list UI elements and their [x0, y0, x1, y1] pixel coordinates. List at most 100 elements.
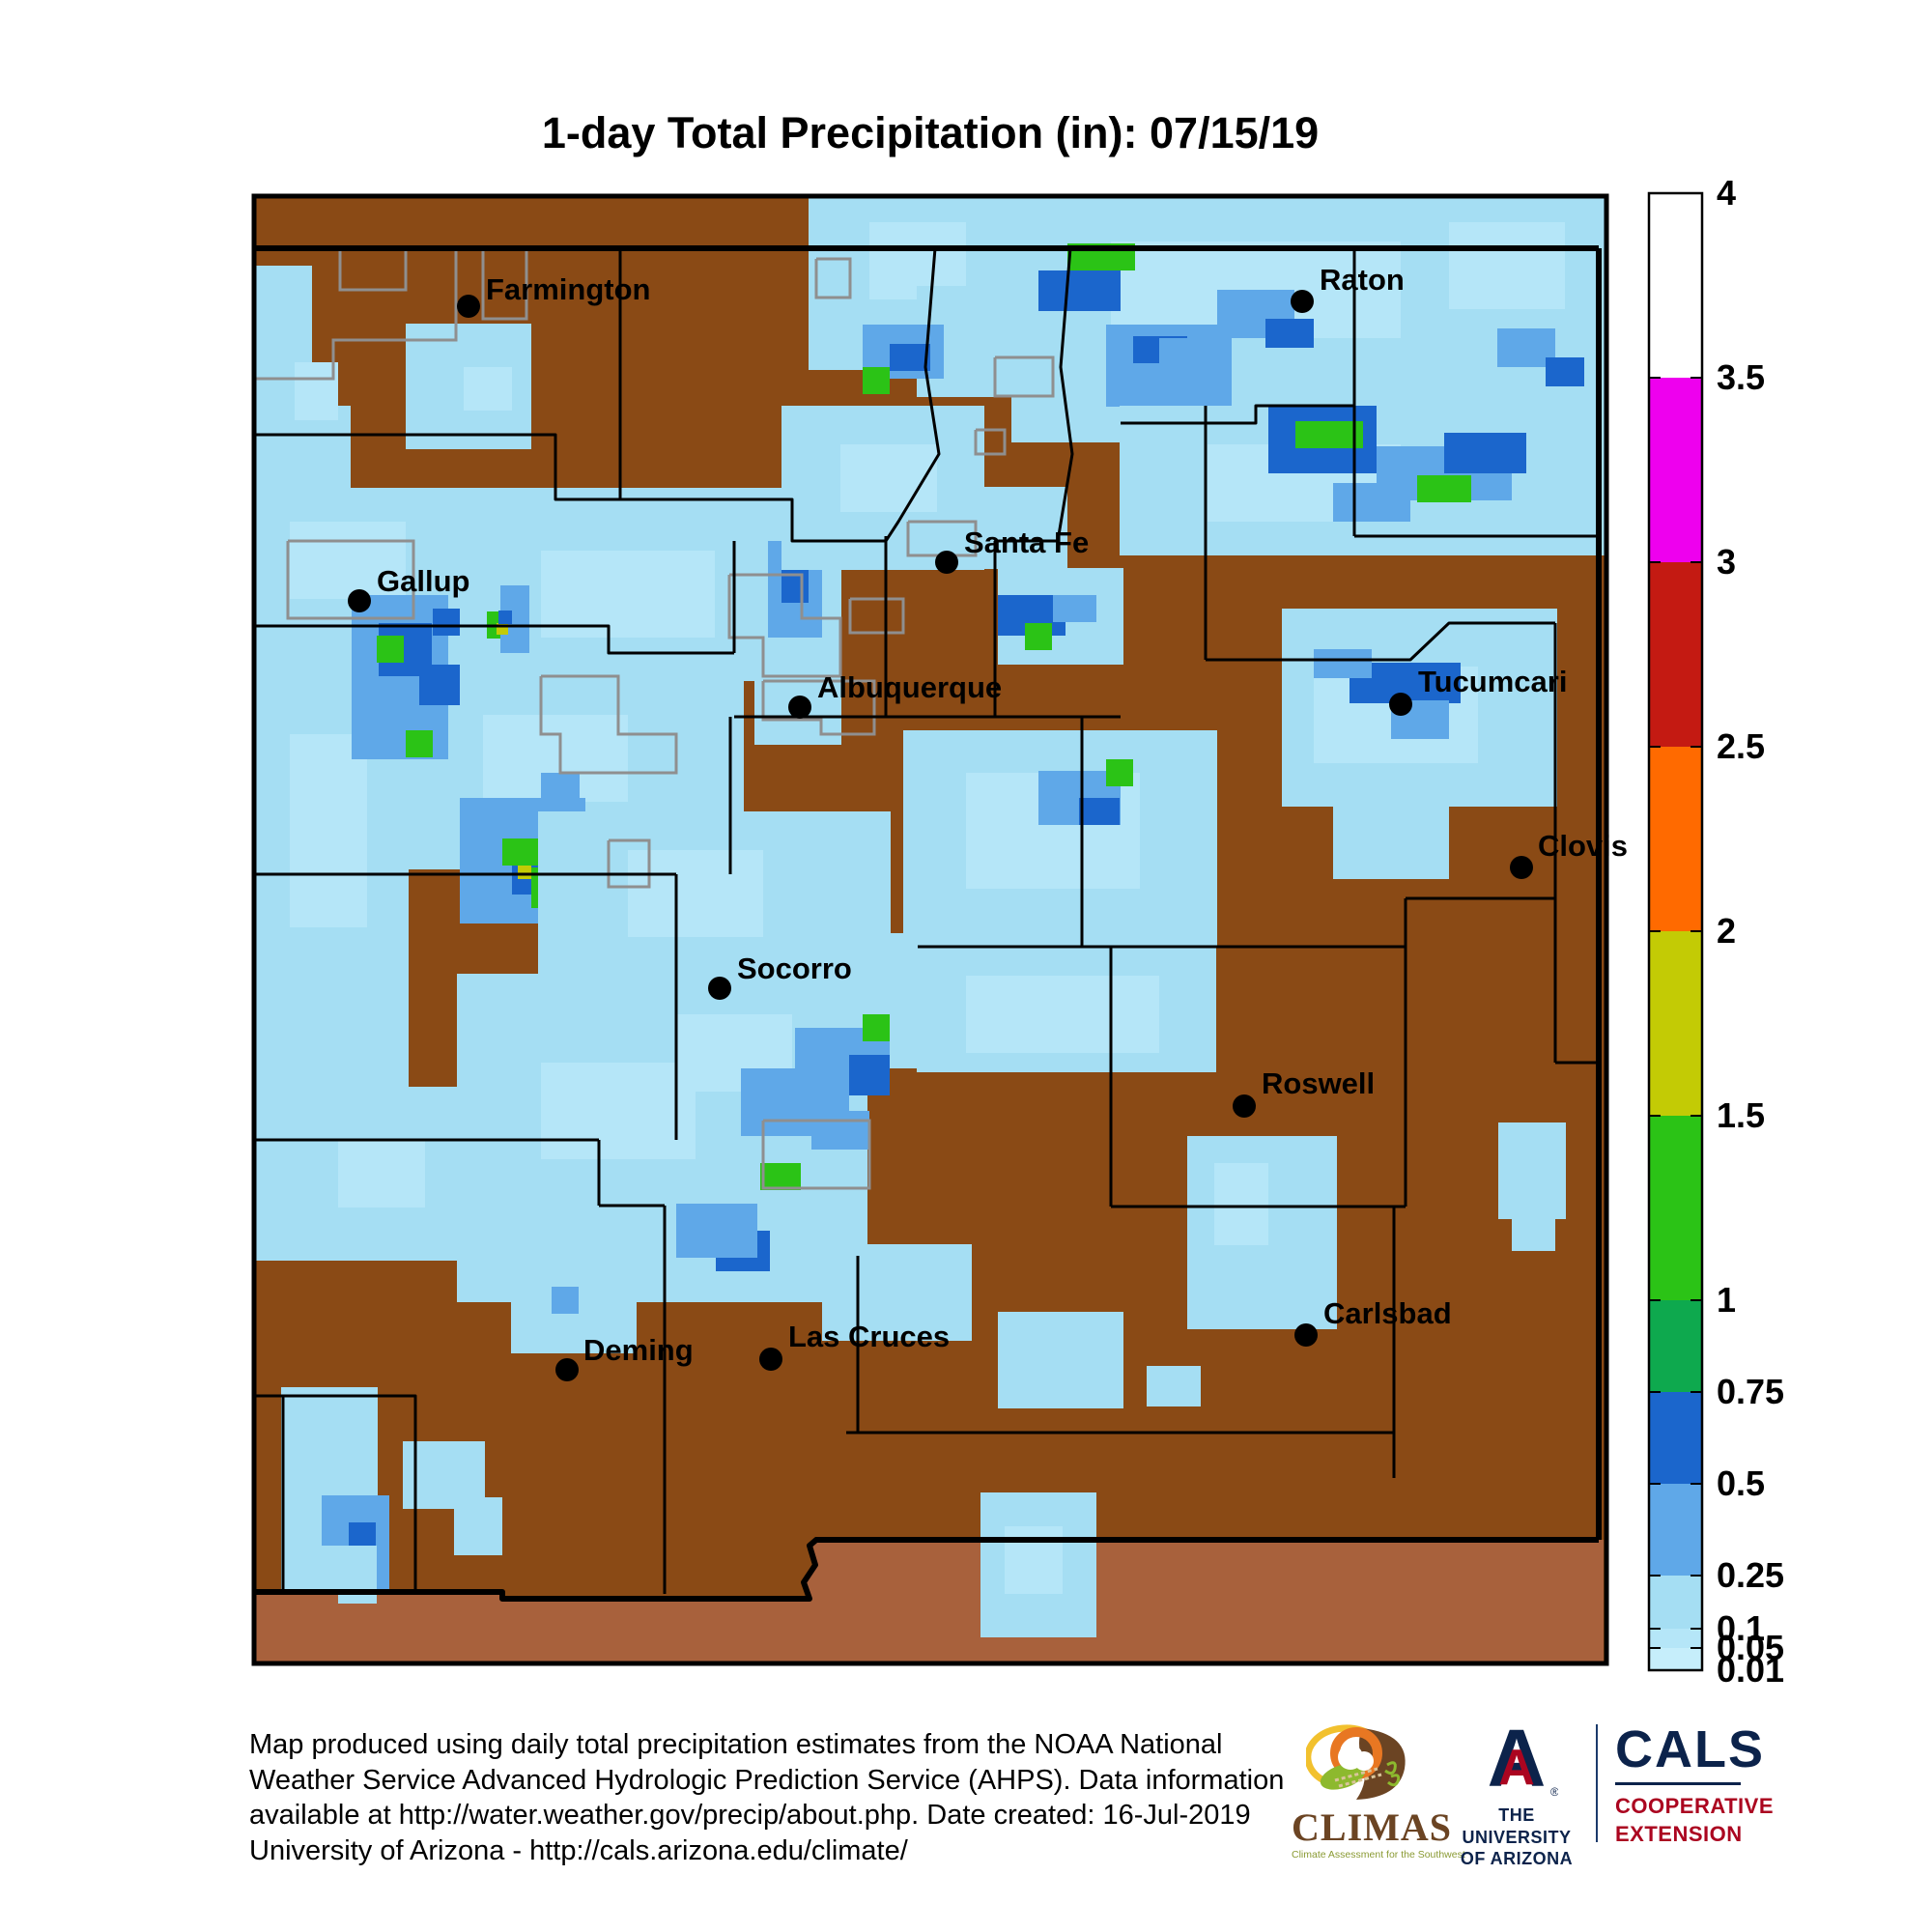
colorbar-tick-label: 0.01	[1717, 1650, 1784, 1690]
city-marker	[1510, 856, 1533, 879]
colorbar-segment	[1649, 1629, 1702, 1648]
city-boundary-line	[906, 520, 978, 557]
colorbar-segment	[1649, 193, 1702, 378]
city-marker	[708, 977, 731, 1000]
out-of-state-region	[254, 1540, 1604, 1662]
city-marker	[457, 295, 480, 318]
logo-divider	[1596, 1724, 1598, 1842]
city-label: Farmington	[486, 272, 651, 306]
city-label: Las Cruces	[788, 1320, 950, 1353]
precip-cell	[849, 1055, 890, 1095]
precip-cell	[541, 551, 715, 638]
climas-wheat	[1334, 1767, 1382, 1788]
city-label: Tucumcari	[1418, 665, 1567, 698]
logo-row: CLIMAS Climate Assessment for the Southw…	[1285, 1713, 1775, 1875]
city-label: Clovis	[1538, 829, 1628, 863]
city-marker	[1291, 290, 1314, 313]
city-label: Raton	[1320, 263, 1405, 297]
colorbar-segment	[1649, 1648, 1702, 1670]
city-boundary-line	[727, 573, 842, 678]
precip-cell	[863, 1014, 890, 1041]
county-border-line	[995, 247, 1074, 543]
county-border-line	[1121, 404, 1354, 425]
city-boundary-line	[761, 1119, 871, 1190]
precip-cell	[1314, 649, 1372, 678]
county-border-line	[254, 624, 734, 655]
city-marker	[788, 696, 811, 719]
page-title: 1-day Total Precipitation (in): 07/15/19	[541, 108, 1320, 157]
city-boundary-line	[254, 247, 458, 381]
county-border-line	[884, 247, 941, 542]
precip-cell	[676, 1204, 757, 1258]
precip-cell	[464, 367, 512, 411]
precip-cell	[552, 1287, 579, 1314]
precip-cell	[1444, 433, 1526, 473]
city-marker	[1389, 693, 1412, 716]
colorbar-segment	[1649, 747, 1702, 931]
precip-cell	[349, 1522, 376, 1549]
svg-text:®: ®	[1550, 1785, 1558, 1799]
precip-cell	[290, 522, 406, 599]
footer-line: University of Arizona - http://cals.ariz…	[249, 1834, 908, 1866]
precip-cell	[998, 1312, 1123, 1408]
precip-cell	[966, 976, 1159, 1053]
city-marker	[1233, 1094, 1256, 1118]
precip-cell	[338, 1140, 425, 1208]
city-label: Carlsbad	[1323, 1296, 1452, 1330]
precip-cell	[1295, 421, 1363, 448]
city-boundary-line	[607, 838, 651, 889]
precip-cell	[930, 1298, 971, 1339]
colorbar-tick-label: 2	[1717, 911, 1736, 951]
county-border-line	[1206, 621, 1555, 662]
city-marker	[1294, 1323, 1318, 1347]
precip-cell	[1038, 270, 1121, 311]
city-boundary-line	[481, 247, 528, 321]
precip-cell	[541, 773, 580, 802]
city-marker	[759, 1348, 782, 1371]
city-boundary-line	[338, 247, 408, 292]
precip-cell	[1333, 483, 1410, 522]
cals-cooperative-label: COOPERATIVE	[1615, 1794, 1775, 1819]
city-marker	[935, 551, 958, 574]
colorbar-segment	[1649, 378, 1702, 562]
colorbar-tick-label: 3.5	[1717, 357, 1765, 397]
footer-line: available at http://water.weather.gov/pr…	[249, 1800, 1251, 1832]
city-boundary-line	[993, 355, 1055, 398]
precip-cell	[541, 1063, 696, 1159]
colorbar-tick-label: 1	[1717, 1280, 1736, 1320]
colorbar-tick-label: 0.25	[1717, 1555, 1784, 1595]
climas-tagline: Climate Assessment for the Southwest	[1292, 1849, 1465, 1861]
colorbar-segment	[1649, 1300, 1702, 1392]
precip-cell	[290, 734, 367, 927]
colorbar-segment	[1649, 1116, 1702, 1300]
county-border-line	[254, 1394, 417, 1589]
colorbar-tick-label: 3	[1717, 542, 1736, 582]
precip-cell	[1005, 1526, 1063, 1594]
precip-cell	[1147, 1366, 1201, 1406]
colorbar-tick-label: 2.5	[1717, 726, 1765, 766]
precip-cell	[1546, 357, 1584, 386]
precip-cell	[433, 609, 460, 636]
ua-text-line2: OF ARIZONA	[1460, 1849, 1574, 1868]
precip-cell	[1265, 319, 1314, 348]
colorbar-segment	[1649, 931, 1702, 1116]
precip-cell	[1025, 623, 1052, 650]
city-boundary-line	[814, 257, 852, 299]
precip-cell	[811, 1111, 869, 1150]
precip-cell	[419, 665, 460, 705]
precip-cell	[377, 636, 404, 663]
county-border-line	[620, 497, 886, 543]
state-border-line	[254, 1537, 1599, 1602]
city-label: Santa Fe	[964, 526, 1089, 559]
precip-cell	[890, 344, 930, 371]
footer-caption: Map produced using daily total precipita…	[249, 1727, 1293, 1868]
precip-cell	[518, 866, 531, 879]
colorbar-tick-label: 0.05	[1717, 1628, 1784, 1667]
precip-cell	[1449, 222, 1565, 309]
precip-cell	[1333, 802, 1449, 879]
climas-cloud	[1354, 1751, 1374, 1771]
city-label: Socorro	[737, 952, 852, 985]
colorbar-segment	[1649, 562, 1702, 747]
city-label: Roswell	[1262, 1066, 1375, 1100]
